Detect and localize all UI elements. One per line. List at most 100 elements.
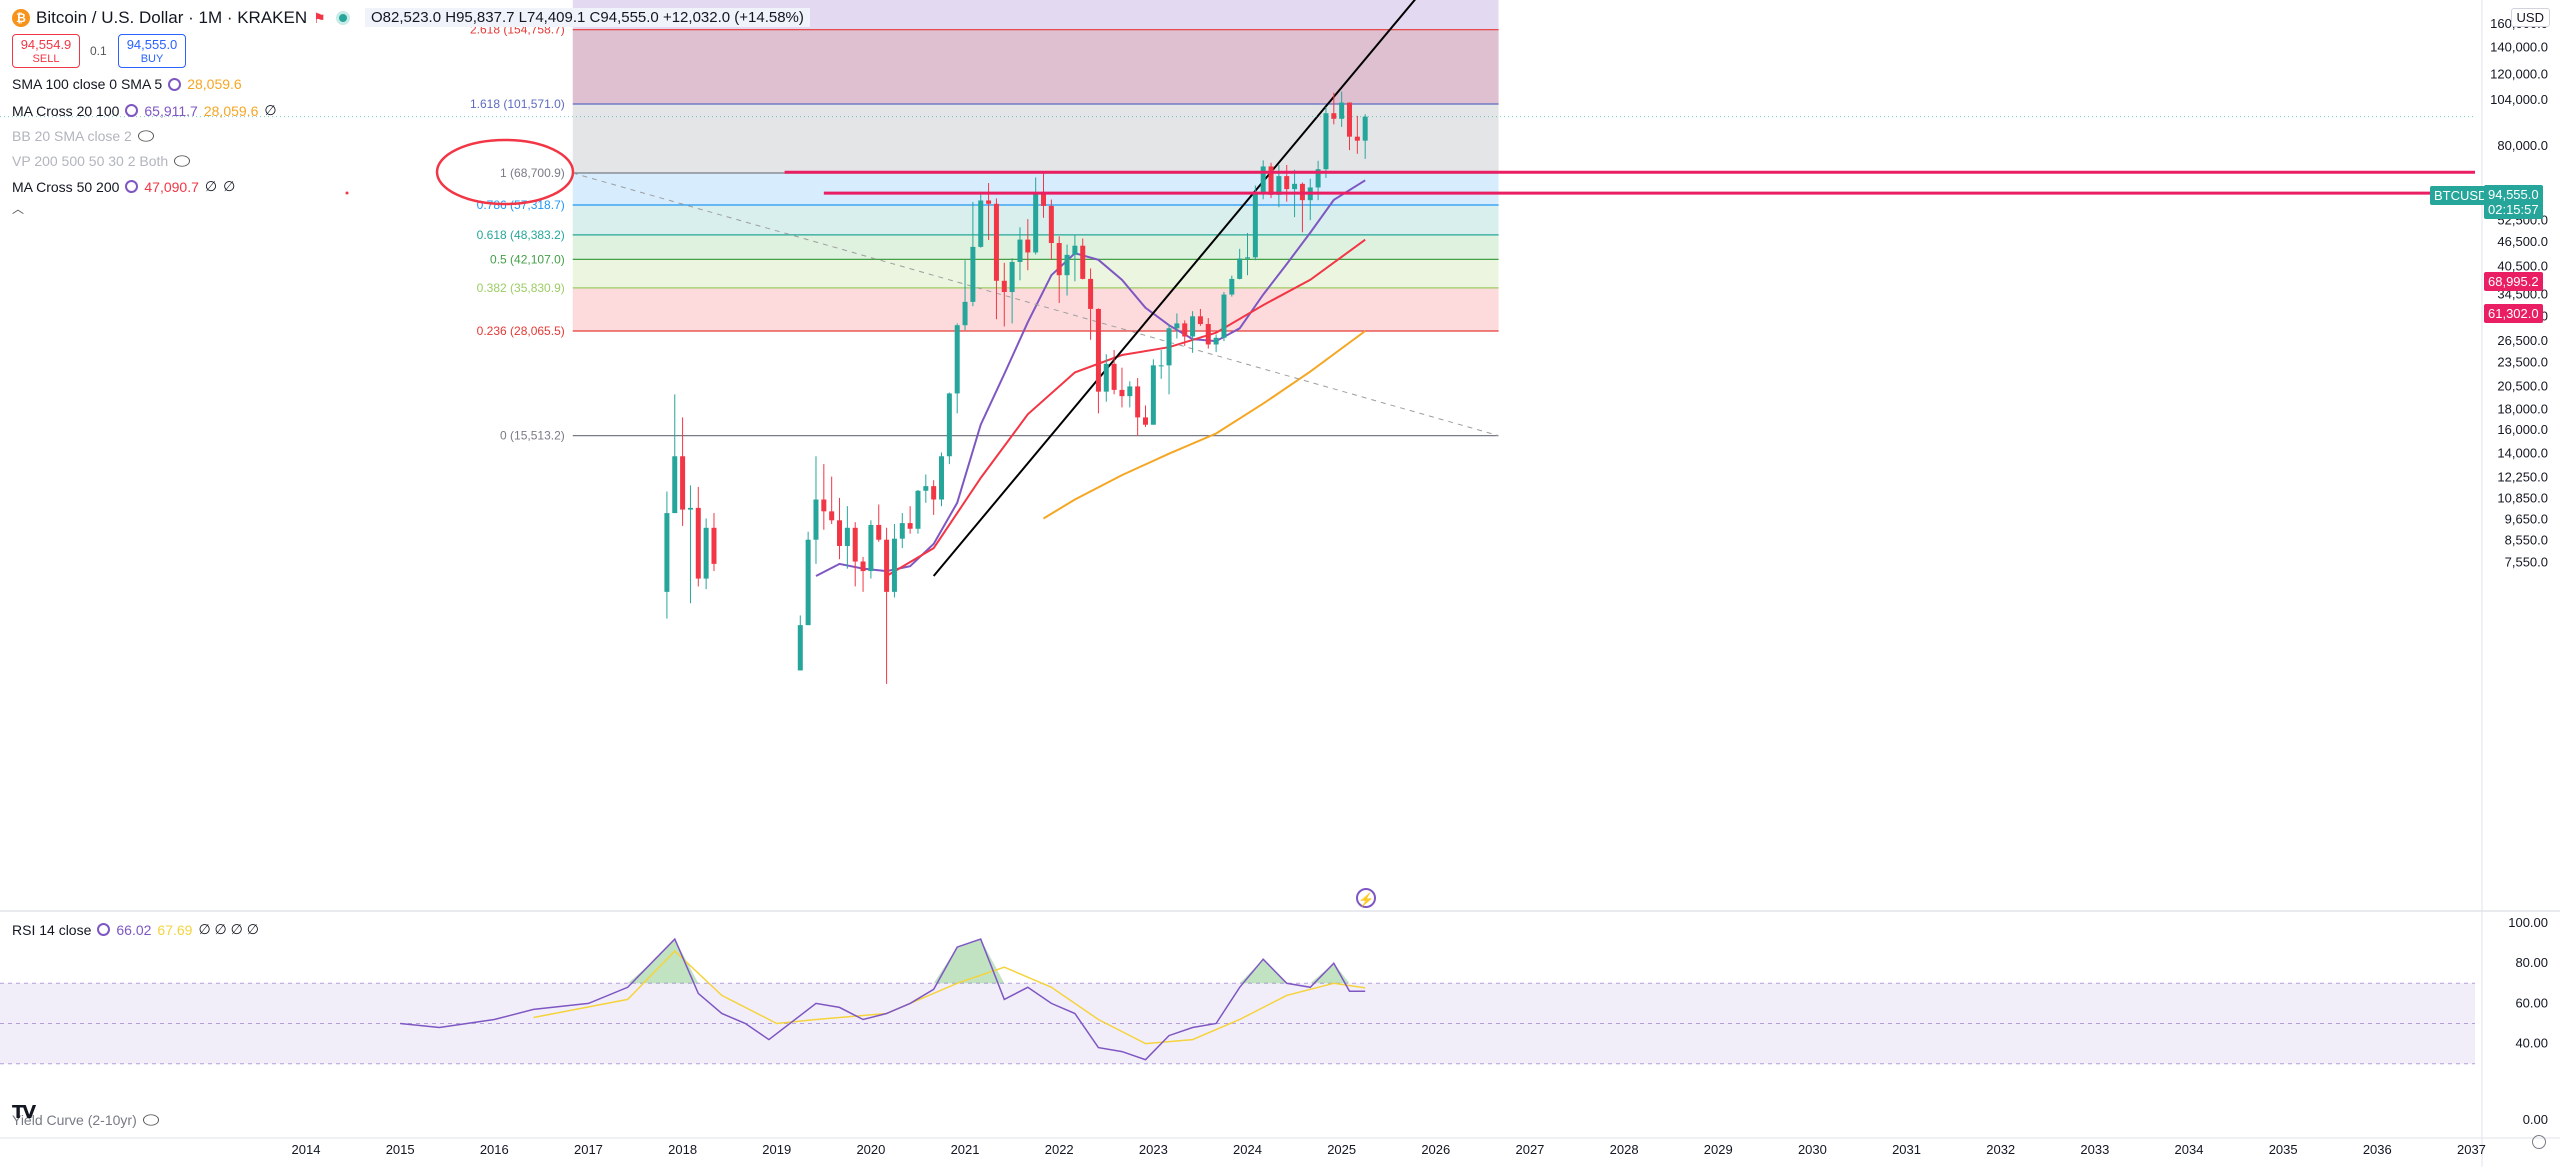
ma-line: [1042, 330, 1366, 520]
indicator-label: MA Cross 20 100: [12, 102, 120, 119]
chevron-up-icon[interactable]: ︿: [12, 202, 25, 216]
candle-body: [1174, 323, 1180, 329]
candle-body: [860, 561, 866, 572]
collapse-legend-button[interactable]: ︿: [12, 200, 24, 217]
candle-body: [1033, 193, 1039, 253]
indicator-value: 28,059.6: [203, 102, 259, 119]
candle-body: [1276, 176, 1282, 195]
ohlc-close: C94,555.0: [589, 9, 659, 26]
eye-hidden-icon[interactable]: [137, 130, 154, 142]
candle-body: [884, 539, 890, 592]
price-axis-tick: 10,850.0: [2497, 491, 2548, 506]
indicator-legend-row[interactable]: VP 200 500 50 30 2 Both: [12, 153, 191, 169]
hand-drawn-circle: [435, 138, 575, 206]
candle-body: [695, 507, 701, 579]
indicator-value: 47,090.7: [144, 178, 199, 195]
sell-label: SELL: [32, 53, 60, 65]
candle-body: [1339, 102, 1345, 119]
candle-body: [1001, 280, 1007, 293]
time-axis-tick: 2026: [1421, 1142, 1450, 1157]
tradingview-logo-icon[interactable]: 𝗧𝗩: [12, 1102, 36, 1122]
candle-body: [978, 200, 984, 247]
symbol-title[interactable]: Bitcoin / U.S. Dollar · 1M · KRAKEN: [36, 8, 308, 27]
candle-body: [852, 527, 858, 562]
candle-body: [687, 507, 693, 510]
yield-curve-label: Yield Curve (2-10yr): [12, 1112, 137, 1128]
ohlc-high: H95,837.7: [445, 9, 515, 26]
spread-value: 0.1: [90, 44, 107, 58]
ma-line: [886, 238, 1366, 577]
time-axis-tick: 2020: [856, 1142, 885, 1157]
candle-body: [868, 524, 874, 572]
indicator-settings-icon[interactable]: [125, 104, 139, 117]
candle-body: [1009, 261, 1015, 293]
indicator-settings-icon[interactable]: [168, 77, 182, 91]
trendlines[interactable]: [572, 0, 1499, 577]
indicator-legend-row[interactable]: BB 20 SMA close 2: [12, 128, 154, 144]
time-axis-tick: 2031: [1892, 1142, 1921, 1157]
time-axis-tick: 2023: [1139, 1142, 1168, 1157]
rsi-settings-icon[interactable]: [97, 923, 111, 936]
yield-curve-legend[interactable]: Yield Curve (2-10yr): [12, 1112, 159, 1128]
price-axis-tick: 104,000.0: [2490, 92, 2548, 107]
hline-price-tag-1: 68,995.2: [2484, 272, 2543, 291]
candle-body: [711, 527, 717, 564]
indicator-legend-row[interactable]: MA Cross 20 100 65,911.7 28,059.6 ∅: [12, 102, 277, 119]
rsi-helper: [400, 939, 1365, 983]
indicator-legend-row[interactable]: SMA 100 close 0 SMA 5 28,059.6: [12, 76, 242, 92]
dashed-trendline: [572, 172, 1499, 437]
annotations: [345, 138, 575, 206]
horizontal-lines[interactable]: [0, 116, 2475, 195]
flag-icon[interactable]: ⚑: [313, 9, 326, 26]
indicator-settings-icon[interactable]: [125, 180, 139, 193]
candle-body: [1284, 176, 1290, 190]
rsi-label: RSI 14 close: [12, 921, 92, 938]
candle-body: [1135, 386, 1141, 418]
fib-level-label: 1 (68,700.9): [500, 166, 565, 180]
price-axis-tick: 80,000.0: [2497, 138, 2548, 153]
rsi-line: [400, 937, 1366, 1061]
rsi-legend[interactable]: RSI 14 close 66.02 67.69 ∅ ∅ ∅ ∅: [12, 921, 259, 938]
candle-body: [993, 203, 999, 281]
indicator-value: 28,059.6: [187, 76, 242, 92]
candle-body: [1315, 169, 1321, 188]
fib-level-label: 1.618 (101,571.0): [470, 97, 565, 111]
time-axis-tick: 2037: [2457, 1142, 2486, 1157]
buy-button[interactable]: 94,555.0 BUY: [118, 34, 186, 68]
time-axis-tick: 2036: [2363, 1142, 2392, 1157]
candle-body: [805, 539, 811, 626]
hline-price-value-1: 68,995.2: [2488, 274, 2539, 289]
candle-body: [664, 513, 670, 592]
candle-body: [923, 486, 929, 491]
price-axis-tick: 20,500.0: [2497, 378, 2548, 393]
indicator-legend-row[interactable]: MA Cross 50 200 47,090.7 ∅ ∅: [12, 178, 235, 195]
candle-body: [844, 527, 850, 546]
lightning-icon[interactable]: ⚡: [1356, 888, 1376, 908]
price-axis-tick: 46,500.0: [2497, 234, 2548, 249]
rsi-axis-tick: 40.00: [2515, 1036, 2548, 1051]
time-axis-tick: 2034: [2175, 1142, 2204, 1157]
rsi-value: 66.02: [116, 921, 152, 938]
fibonacci-retracement[interactable]: 2.618 (154,758.7)1.618 (101,571.0)1 (68,…: [470, 0, 1499, 443]
settings-gear-icon[interactable]: [2532, 1135, 2546, 1149]
candle-body: [939, 456, 945, 500]
fib-level-label: 0.5 (42,107.0): [490, 252, 565, 266]
price-axis-tick: 40,500.0: [2497, 258, 2548, 273]
currency-selector[interactable]: USD: [2510, 8, 2550, 27]
candle-body: [1080, 245, 1086, 279]
candle-body: [1346, 102, 1352, 137]
candle-body: [829, 511, 835, 521]
time-axis-tick: 2024: [1233, 1142, 1262, 1157]
sell-button[interactable]: 94,554.9 SELL: [12, 34, 80, 68]
candle-body: [821, 499, 827, 512]
indicator-label: VP 200 500 50 30 2 Both: [12, 153, 169, 169]
candle-body: [680, 456, 686, 510]
candle-body: [703, 527, 709, 579]
eye-hidden-icon[interactable]: [142, 1114, 159, 1126]
eye-hidden-icon[interactable]: [174, 155, 191, 167]
candle-body: [1064, 254, 1070, 276]
buy-label: BUY: [140, 53, 164, 65]
rsi-axis-tick: 80.00: [2515, 955, 2548, 970]
indicator-label: BB 20 SMA close 2: [12, 128, 132, 144]
